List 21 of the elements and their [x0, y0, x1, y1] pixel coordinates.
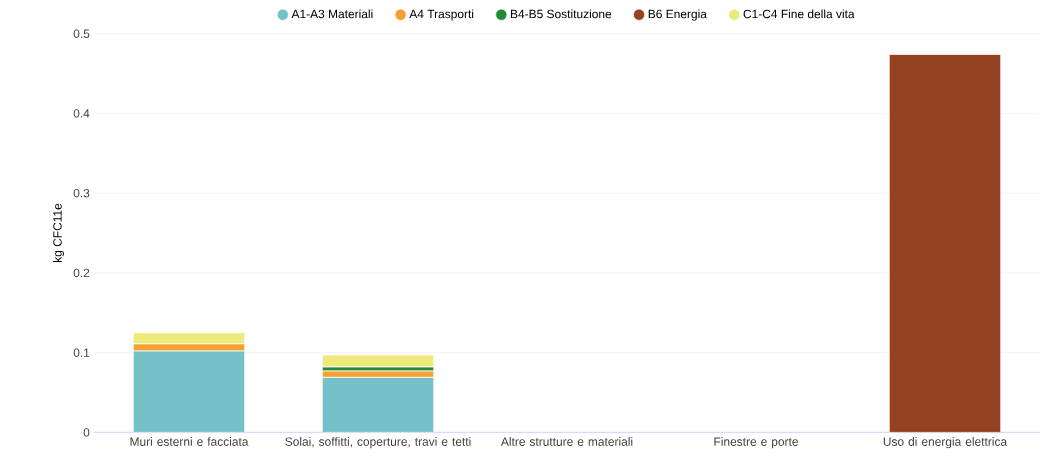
legend-label: B6 Energia — [648, 9, 707, 21]
x-tick-label: Muri esterni e facciata — [130, 437, 249, 446]
bar — [321, 376, 435, 433]
y-axis-title: kg CFC11e — [52, 203, 65, 262]
x-tick-label: Finestre e porte — [714, 437, 798, 449]
bar — [132, 350, 246, 433]
bar — [321, 354, 435, 368]
bar — [888, 53, 1002, 433]
legend-label: A1-A3 Materiali — [291, 9, 373, 19]
y-tick-label: 0.2 — [73, 268, 90, 278]
legend-label: C1-C4 Fine della vita — [743, 9, 855, 19]
y-tick-label: 0 — [83, 428, 90, 437]
y-tick-label: 0.1 — [73, 348, 90, 357]
y-tick-label: 0.5 — [73, 29, 90, 38]
x-tick-label: Solai, soffitti, coperture, travi e tetti — [285, 437, 471, 449]
legend-label: A4 Trasporti — [409, 9, 474, 21]
x-tick-label: Uso di energia elettrica — [883, 437, 1008, 449]
y-tick-label: 0.4 — [73, 109, 90, 118]
x-tick-label: Altre strutture e materiali — [500, 437, 633, 446]
y-tick-label: 0.3 — [73, 188, 90, 198]
legend-label: B4-B5 Sostituzione — [511, 9, 612, 19]
